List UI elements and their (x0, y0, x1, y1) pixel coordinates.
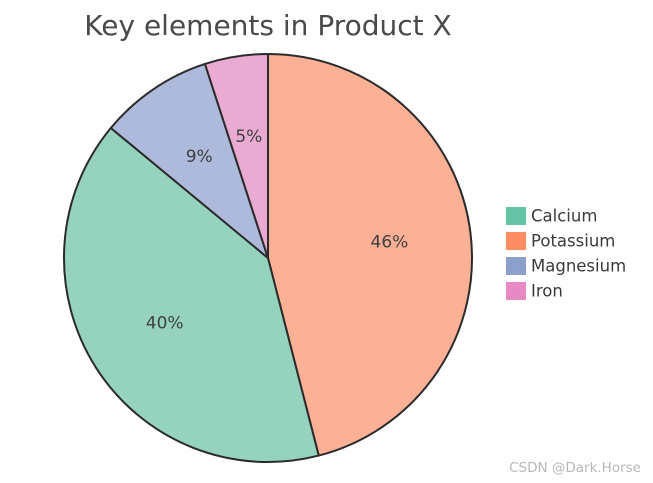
pie-slice-potassium (267, 53, 473, 457)
pie-slice-calcium (63, 126, 320, 463)
pie-label-potassium: 46% (371, 233, 409, 253)
legend-swatch-calcium (506, 207, 526, 225)
legend-swatch-iron (506, 282, 526, 300)
pie-label-iron: 5% (235, 127, 262, 147)
pie-slice-labels: 46% 40% 9% 5% (146, 127, 409, 333)
legend-swatch-magnesium (506, 257, 526, 275)
legend-label-magnesium: Magnesium (531, 257, 626, 276)
pie-slices (63, 53, 473, 463)
pie-slice-iron (203, 53, 269, 259)
pie-label-calcium: 40% (146, 314, 184, 334)
pie-label-magnesium: 9% (186, 147, 213, 167)
watermark: CSDN @Dark.Horse (509, 460, 641, 476)
legend-label-potassium: Potassium (531, 232, 615, 251)
legend-label-calcium: Calcium (531, 207, 597, 226)
pie-slice-magnesium (109, 62, 269, 259)
legend-swatch-potassium (506, 232, 526, 250)
legend-label-iron: Iron (531, 282, 563, 301)
legend: Calcium Potassium Magnesium Iron (506, 207, 626, 301)
chart-title: Key elements in Product X (84, 9, 451, 42)
